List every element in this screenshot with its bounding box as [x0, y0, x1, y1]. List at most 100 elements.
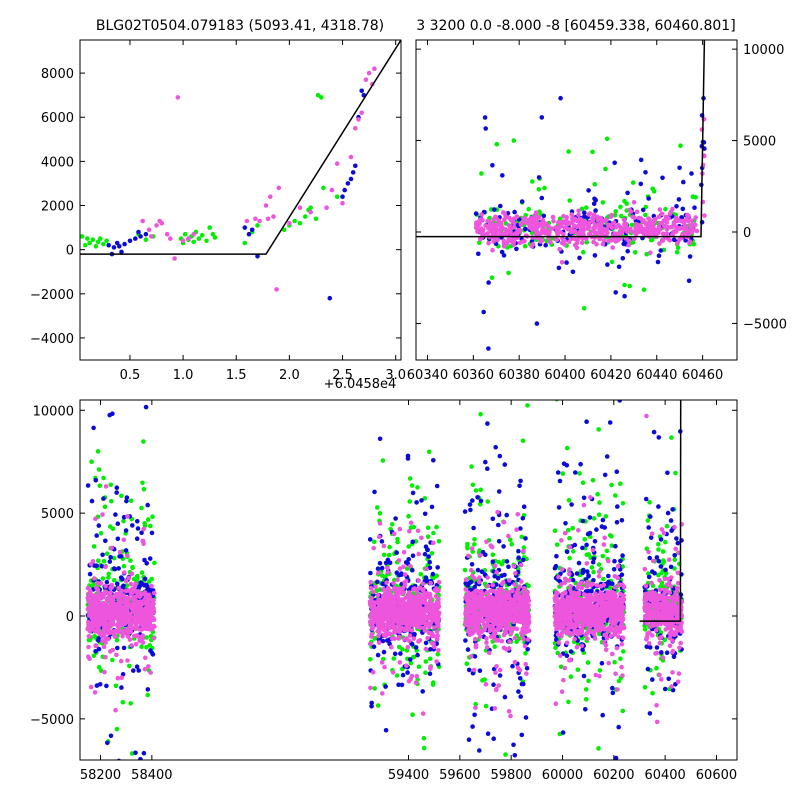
data-point-pink	[375, 629, 380, 634]
data-point-pink	[577, 229, 583, 234]
data-point-pink	[406, 679, 412, 684]
zoom-panel-left-title: BLG02T0504.079183 (5093.41, 4318.78)	[96, 18, 384, 34]
data-point-green	[596, 427, 601, 432]
data-point-pink	[491, 632, 497, 637]
data-point-pink	[670, 206, 675, 212]
data-point-green	[554, 400, 559, 402]
data-point-pink	[512, 582, 517, 587]
data-point-blue	[141, 750, 147, 756]
data-point-pink	[373, 600, 378, 605]
y-tick-label: 5000	[743, 135, 776, 150]
data-point-pink	[487, 624, 493, 630]
data-point-pink	[268, 194, 273, 199]
data-point-blue	[327, 295, 333, 301]
data-point-blue	[130, 523, 135, 528]
data-point-pink	[387, 590, 392, 596]
data-point-pink	[489, 223, 494, 229]
data-point-blue	[610, 581, 615, 587]
data-point-green	[601, 576, 606, 582]
data-point-pink	[628, 209, 634, 214]
data-point-pink	[369, 626, 375, 632]
data-point-blue	[680, 206, 686, 212]
data-point-pink	[615, 238, 621, 243]
data-point-blue	[143, 404, 149, 410]
data-point-pink	[493, 230, 499, 235]
data-point-pink	[512, 220, 517, 226]
data-point-blue	[383, 728, 389, 733]
data-point-pink	[395, 595, 401, 600]
data-point-pink	[118, 614, 124, 619]
data-point-green	[465, 545, 470, 551]
data-point-green	[566, 527, 571, 533]
data-point-pink	[391, 630, 397, 635]
data-point-blue	[500, 173, 505, 178]
data-point-pink	[151, 590, 157, 596]
data-point-pink	[469, 546, 475, 551]
data-point-blue	[375, 566, 381, 571]
data-point-green	[431, 530, 436, 536]
data-point-green	[426, 449, 432, 455]
data-point-pink	[502, 217, 507, 223]
data-point-blue	[429, 504, 435, 510]
data-point-pink	[522, 215, 527, 221]
data-point-pink	[466, 629, 471, 635]
data-point-green	[242, 240, 248, 246]
data-point-pink	[94, 612, 99, 618]
data-point-pink	[148, 234, 154, 239]
data-point-green	[525, 403, 530, 408]
data-point-pink	[113, 614, 118, 619]
data-point-blue	[558, 95, 563, 101]
data-point-blue	[410, 567, 415, 573]
data-point-pink	[579, 240, 585, 245]
data-point-green	[134, 577, 140, 582]
data-point-blue	[585, 569, 590, 574]
data-point-pink	[414, 602, 419, 607]
data-point-green	[114, 726, 120, 732]
data-point-pink	[422, 596, 427, 601]
data-point-green	[604, 136, 610, 142]
data-point-blue	[410, 490, 416, 496]
data-point-green	[395, 791, 400, 796]
data-point-pink	[547, 229, 552, 235]
data-point-blue	[472, 654, 478, 659]
data-point-blue	[607, 420, 613, 425]
data-point-pink	[502, 211, 508, 216]
data-point-green	[609, 534, 614, 539]
data-point-pink	[143, 595, 149, 600]
data-point-pink	[103, 484, 109, 489]
data-point-pink	[480, 218, 485, 223]
data-point-green	[408, 660, 414, 666]
data-point-green	[627, 283, 632, 289]
data-point-blue	[124, 495, 130, 500]
data-point-pink	[103, 654, 108, 660]
data-point-green	[609, 259, 615, 265]
data-point-green	[375, 703, 381, 708]
data-point-pink	[600, 241, 606, 247]
data-point-pink	[423, 601, 429, 606]
data-point-green	[121, 563, 127, 569]
data-point-pink	[110, 597, 115, 603]
data-point-blue	[100, 552, 105, 558]
data-point-green	[83, 242, 88, 248]
data-point-green	[411, 654, 417, 660]
data-point-pink	[420, 581, 426, 587]
data-point-pink	[416, 578, 421, 583]
data-point-pink	[693, 215, 698, 220]
x-tick-label: 60440	[636, 368, 677, 383]
data-point-blue	[422, 511, 428, 517]
data-point-pink	[506, 533, 511, 539]
data-point-green	[371, 762, 376, 767]
data-point-blue	[139, 530, 144, 536]
data-point-green	[96, 558, 101, 563]
data-point-pink	[471, 667, 477, 673]
data-point-pink	[128, 581, 134, 587]
data-point-green	[313, 216, 319, 222]
data-point-pink	[416, 639, 421, 644]
data-point-blue	[615, 504, 620, 509]
data-point-pink	[125, 514, 130, 519]
data-point-blue	[145, 502, 150, 508]
data-point-pink	[572, 223, 577, 228]
data-point-pink	[388, 618, 394, 624]
data-point-green	[334, 194, 340, 199]
data-point-blue	[517, 676, 523, 681]
